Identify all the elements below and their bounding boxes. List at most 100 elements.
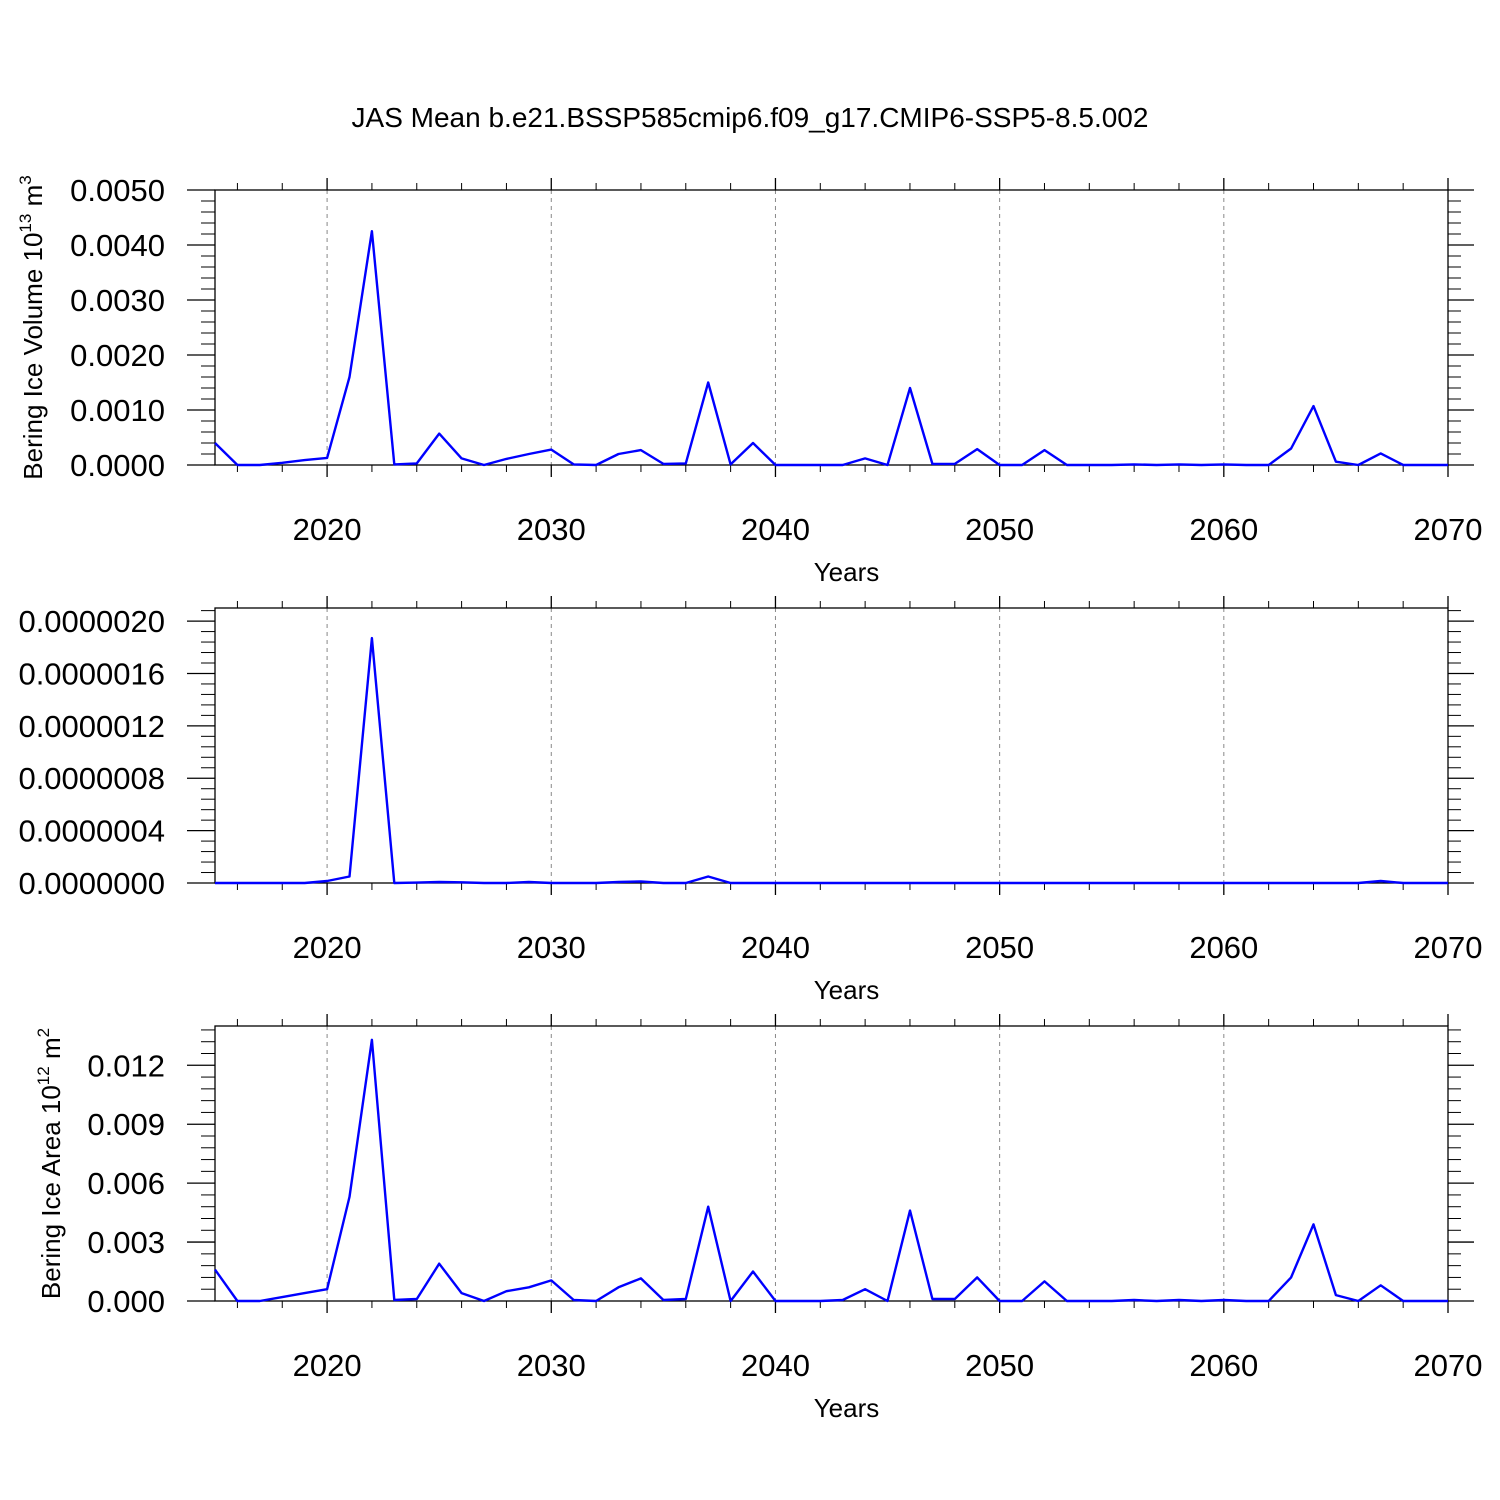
data-point	[1021, 1300, 1023, 1302]
data-point	[752, 1270, 754, 1272]
series-line	[215, 636, 1448, 885]
data-point	[572, 882, 574, 884]
data-point	[662, 1299, 664, 1301]
data-point	[1088, 1300, 1090, 1302]
y-tick-label: 0.0050	[70, 173, 165, 208]
data-point	[1223, 1299, 1225, 1301]
x-tick-label: 2070	[1414, 930, 1483, 965]
data-point	[505, 1290, 507, 1292]
data-point	[236, 1300, 238, 1302]
data-point	[348, 1196, 350, 1198]
data-point	[1312, 405, 1314, 407]
data-point	[528, 1286, 530, 1288]
data-point	[729, 882, 731, 884]
x-tick-label: 2040	[741, 930, 810, 965]
data-point	[1267, 882, 1269, 884]
data-point	[998, 1300, 1000, 1302]
data-point	[1066, 464, 1068, 466]
data-point	[595, 882, 597, 884]
data-point	[371, 637, 373, 639]
data-point	[214, 442, 216, 444]
data-point	[393, 1299, 395, 1301]
data-point	[707, 1206, 709, 1208]
data-point	[1133, 882, 1135, 884]
data-point	[572, 463, 574, 465]
data-point	[1200, 882, 1202, 884]
data-point	[864, 882, 866, 884]
figure-title: JAS Mean b.e21.BSSP585cmip6.f09_g17.CMIP…	[352, 102, 1149, 133]
y-tick-label: 0.0000000	[18, 866, 165, 901]
data-point	[1424, 1300, 1426, 1302]
data-point	[416, 462, 418, 464]
y-tick-label: 0.0030	[70, 283, 165, 318]
y-tick-label: 0.0010	[70, 393, 165, 428]
data-point	[886, 464, 888, 466]
y-tick-label: 0.0000016	[18, 656, 165, 691]
data-point	[281, 462, 283, 464]
data-point	[1357, 464, 1359, 466]
y-tick-label: 0.0000008	[18, 761, 165, 796]
data-point	[909, 1209, 911, 1211]
data-point	[326, 1288, 328, 1290]
data-point	[550, 1279, 552, 1281]
data-point	[685, 462, 687, 464]
x-tick-label: 2060	[1189, 512, 1258, 547]
data-point	[1155, 464, 1157, 466]
data-point	[774, 464, 776, 466]
data-point	[1380, 880, 1382, 882]
data-point	[931, 882, 933, 884]
data-point	[1312, 882, 1314, 884]
data-point	[1245, 1300, 1247, 1302]
data-point	[640, 880, 642, 882]
data-point	[886, 882, 888, 884]
x-axis-label: Years	[814, 557, 880, 587]
x-tick-label: 2070	[1414, 1348, 1483, 1383]
data-point	[438, 1262, 440, 1264]
data-point	[1111, 882, 1113, 884]
x-tick-label: 2020	[293, 930, 362, 965]
data-point	[1447, 1300, 1449, 1302]
data-point	[528, 881, 530, 883]
x-tick-label: 2060	[1189, 930, 1258, 965]
data-point	[1290, 1276, 1292, 1278]
x-tick-label: 2020	[293, 512, 362, 547]
data-point	[1043, 882, 1045, 884]
chart-panel-3: 2020 2030 2040 2050 2060 2070 Years 0.000 0.003 0…	[34, 1014, 1482, 1423]
data-point	[842, 1299, 844, 1301]
data-point	[729, 463, 731, 465]
x-tick-label: 2050	[965, 512, 1034, 547]
y-tick-label: 0.0000012	[18, 709, 165, 744]
data-point	[797, 1300, 799, 1302]
data-point	[662, 882, 664, 884]
data-point	[1357, 882, 1359, 884]
plot-frame	[214, 1025, 1449, 1302]
data-point	[842, 464, 844, 466]
data-point	[1066, 1300, 1068, 1302]
x-axis-label: Years	[814, 975, 880, 1005]
y-tick-label: 0.0000020	[18, 604, 165, 639]
data-point	[1066, 882, 1068, 884]
data-point	[236, 464, 238, 466]
y-tick-label: 0.0040	[70, 228, 165, 263]
chart-panels: 2020 2030 2040 2050 2060 2070 Years 0.0000 0.001…	[16, 173, 1482, 1423]
data-point	[483, 464, 485, 466]
data-point	[662, 463, 664, 465]
x-tick-label: 2040	[741, 512, 810, 547]
data-point	[1290, 882, 1292, 884]
data-point	[1133, 463, 1135, 465]
data-point	[460, 881, 462, 883]
data-point	[1335, 461, 1337, 463]
data-point	[1133, 1299, 1135, 1301]
data-point	[214, 1268, 216, 1270]
data-point	[617, 453, 619, 455]
y-axis-label: Bering Ice Area 1012 m2	[34, 1028, 66, 1299]
data-point	[819, 1300, 821, 1302]
data-point	[326, 880, 328, 882]
data-point	[752, 442, 754, 444]
data-point	[1178, 463, 1180, 465]
data-point	[909, 882, 911, 884]
plot-frame	[214, 189, 1449, 466]
data-point	[954, 1298, 956, 1300]
data-point	[1088, 464, 1090, 466]
